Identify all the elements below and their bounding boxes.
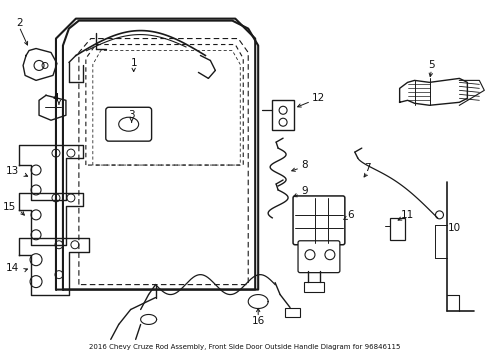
Text: 14: 14 — [6, 263, 19, 273]
Text: 3: 3 — [128, 110, 135, 120]
Text: 13: 13 — [6, 166, 19, 176]
Text: 15: 15 — [3, 202, 16, 212]
Text: 2016 Chevy Cruze Rod Assembly, Front Side Door Outside Handle Diagram for 968461: 2016 Chevy Cruze Rod Assembly, Front Sid… — [89, 345, 400, 350]
Bar — [272, 100, 293, 130]
Text: 11: 11 — [400, 210, 413, 220]
Text: 1: 1 — [130, 58, 137, 68]
FancyBboxPatch shape — [292, 196, 344, 245]
Text: 2: 2 — [16, 18, 22, 28]
Text: 10: 10 — [447, 223, 460, 233]
Text: 8: 8 — [301, 160, 308, 170]
Bar — [285, 307, 300, 318]
Bar — [389, 218, 404, 240]
Text: 7: 7 — [364, 163, 370, 173]
Text: 6: 6 — [347, 210, 353, 220]
FancyBboxPatch shape — [297, 241, 339, 273]
Text: 16: 16 — [251, 316, 264, 327]
Bar — [304, 282, 323, 292]
Text: 9: 9 — [301, 186, 308, 196]
Text: 5: 5 — [427, 60, 434, 71]
Text: 12: 12 — [311, 93, 324, 103]
FancyBboxPatch shape — [105, 107, 151, 141]
Text: 4: 4 — [53, 93, 59, 103]
